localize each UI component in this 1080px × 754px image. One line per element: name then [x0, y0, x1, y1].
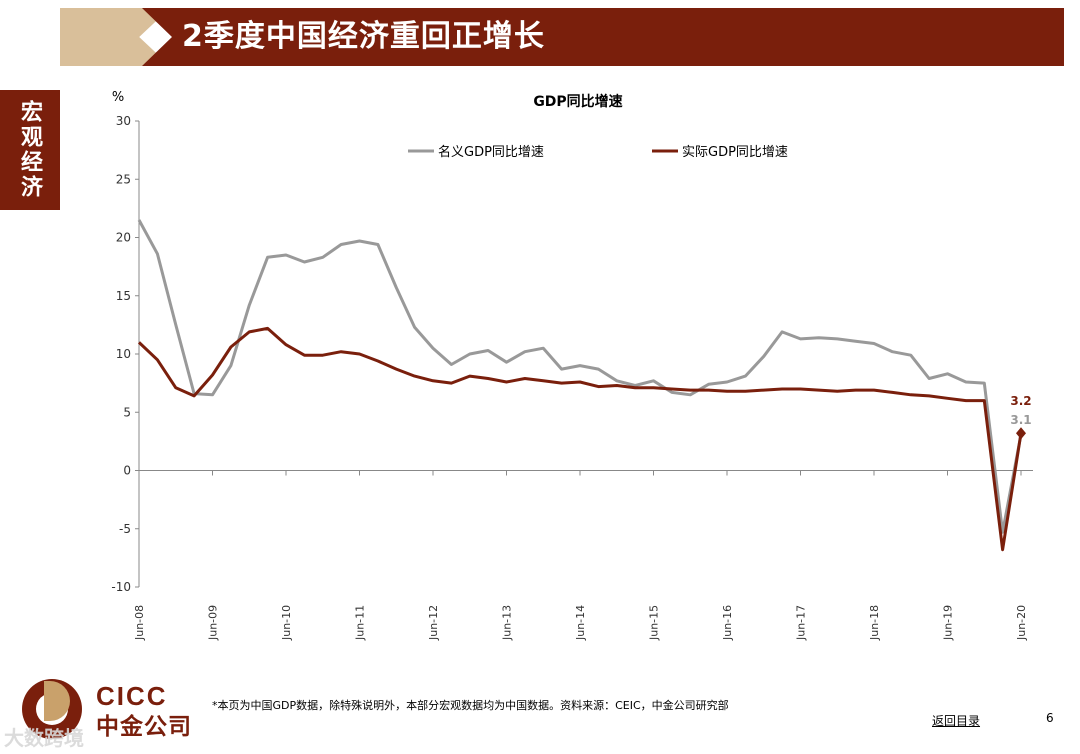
page-number: 6 — [1046, 711, 1054, 725]
source-note: *本页为中国GDP数据，除特殊说明外，本部分宏观数据均为中国数据。资料来源：CE… — [212, 699, 729, 712]
cicc-logo-icon — [22, 679, 82, 739]
x-tick-label: Jun-11 — [354, 605, 367, 641]
x-tick-label: Jun-08 — [133, 605, 146, 641]
x-tick-label: Jun-16 — [721, 605, 734, 641]
real-gdp-last-marker — [1016, 427, 1026, 440]
y-tick-label: 5 — [123, 405, 131, 419]
y-tick-label: -5 — [119, 522, 131, 536]
x-tick-label: Jun-12 — [427, 605, 440, 641]
y-tick-label: 25 — [116, 172, 131, 186]
legend-label: 名义GDP同比增速 — [438, 144, 544, 160]
section-tab[interactable]: 宏观经济 — [0, 90, 60, 210]
logo-text-en: CICC — [96, 681, 168, 711]
y-tick-label: 20 — [116, 231, 131, 245]
y-tick-label: 10 — [116, 347, 131, 361]
nominal-gdp-end-label: 3.1 — [1010, 413, 1031, 427]
section-tab-label: 宏观经济 — [17, 100, 43, 200]
x-tick-label: Jun-09 — [207, 605, 220, 641]
x-tick-label: Jun-19 — [942, 605, 955, 641]
x-tick-label: Jun-17 — [795, 605, 808, 641]
chart-series: 3.23.1 — [137, 219, 1032, 552]
x-tick-label: Jun-15 — [648, 605, 661, 641]
y-unit-label: % — [112, 90, 124, 105]
x-tick-label: Jun-13 — [501, 605, 514, 641]
y-tick-label: -10 — [111, 580, 131, 594]
real-gdp-line — [137, 326, 1023, 552]
x-tick-label: Jun-20 — [1015, 605, 1028, 641]
y-tick-label: 0 — [123, 464, 131, 478]
y-tick-label: 30 — [116, 114, 131, 128]
logo-text-cn: 中金公司 — [96, 714, 192, 740]
banner-bar — [142, 8, 1064, 66]
real-gdp-end-label: 3.2 — [1010, 394, 1031, 408]
nominal-gdp-line — [137, 219, 1023, 534]
x-tick-label: Jun-14 — [574, 605, 587, 641]
x-tick-label: Jun-10 — [280, 605, 293, 641]
legend-label: 实际GDP同比增速 — [682, 145, 788, 160]
chart-legend: 名义GDP同比增速 实际GDP同比增速 — [408, 144, 788, 160]
back-to-contents-link[interactable]: 返回目录 — [932, 714, 981, 728]
x-tick-label: Jun-18 — [868, 605, 881, 641]
y-tick-label: 15 — [116, 289, 131, 303]
page-title: 2季度中国经济重回正增长 — [182, 19, 545, 54]
watermark-text: 大数跨境 — [4, 726, 84, 750]
chart-title: GDP同比增速 — [533, 93, 622, 110]
